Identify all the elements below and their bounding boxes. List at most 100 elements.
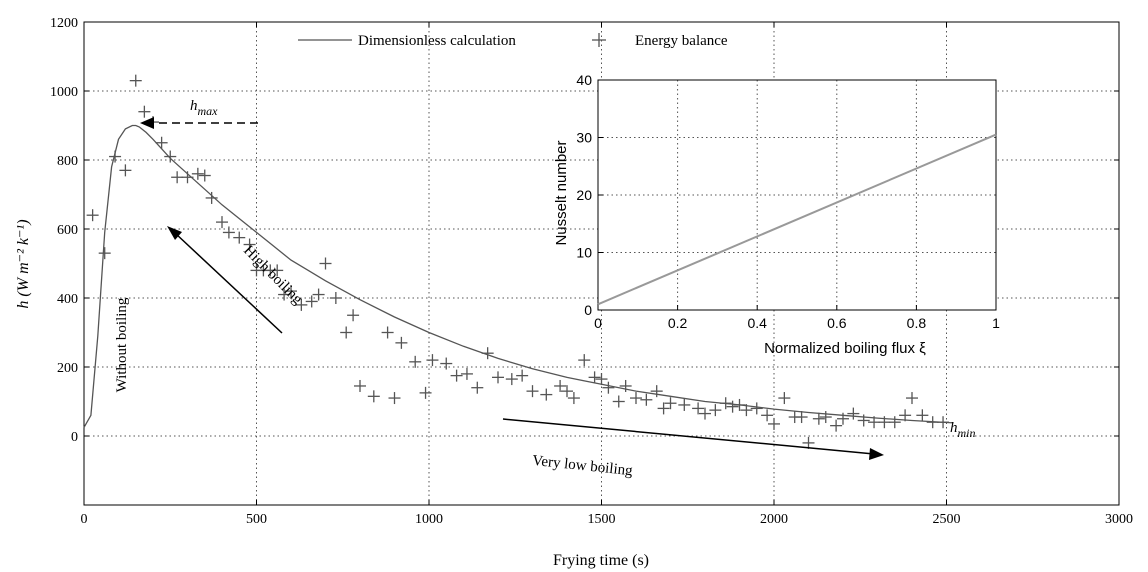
energy-balance-point xyxy=(119,164,132,177)
energy-balance-point xyxy=(409,355,422,368)
x-tick-label: 2000 xyxy=(760,512,788,527)
energy-balance-point xyxy=(612,395,625,408)
legend-label-energy: Energy balance xyxy=(635,33,728,49)
energy-balance-point xyxy=(526,385,539,398)
energy-balance-point xyxy=(906,392,918,405)
y-tick-label: 1000 xyxy=(50,85,78,100)
inset-x-axis-label: Normalized boiling flux ξ xyxy=(764,340,926,357)
inset-x-tick-label: 0.6 xyxy=(827,315,847,331)
energy-balance-point xyxy=(916,409,929,422)
energy-balance-point xyxy=(837,412,849,425)
energy-balance-point xyxy=(888,416,901,429)
energy-balance-point xyxy=(138,105,151,118)
energy-balance-point xyxy=(419,386,432,399)
inset-line-layer xyxy=(597,133,997,306)
energy-balance-point xyxy=(699,407,711,420)
hmax-label: hmax xyxy=(190,98,218,118)
energy-balance-point xyxy=(155,136,168,149)
energy-balance-point xyxy=(181,171,194,184)
energy-balance-point xyxy=(450,369,463,382)
y-tick-label: 200 xyxy=(57,361,78,376)
energy-balance-point xyxy=(926,416,939,429)
energy-balance-point xyxy=(388,392,401,405)
energy-balance-point xyxy=(278,288,291,301)
energy-balance-point xyxy=(340,326,353,339)
inset-y-tick-label: 40 xyxy=(576,72,592,88)
very-low-boiling-label: Very low boiling xyxy=(531,453,633,480)
energy-balance-point xyxy=(726,400,739,413)
energy-balance-point xyxy=(460,367,473,380)
energy-balance-point xyxy=(857,414,870,427)
x-tick-label: 1000 xyxy=(415,512,443,527)
high-boiling-arrow xyxy=(174,232,283,334)
energy-balance-point xyxy=(285,285,297,298)
energy-balance-point xyxy=(426,354,439,367)
energy-balance-point xyxy=(481,347,494,360)
y-tick-label: 1200 xyxy=(50,16,78,31)
legend: Dimensionless calculation Energy balance xyxy=(298,33,728,49)
hmin-h: h xyxy=(950,420,958,436)
hmin-sub: min xyxy=(958,426,976,440)
energy-balance-point xyxy=(619,379,632,392)
energy-balance-point xyxy=(216,216,228,229)
energy-balance-point xyxy=(795,411,808,424)
energy-balance-point xyxy=(329,292,342,304)
y-axis-label: h (W m⁻² k⁻¹) xyxy=(15,219,32,308)
energy-balance-point xyxy=(602,381,615,394)
energy-balance-point xyxy=(164,150,177,163)
y-tick-label: 0 xyxy=(71,430,78,445)
x-tick-label: 0 xyxy=(81,512,88,527)
energy-balance-point xyxy=(868,416,881,429)
high-boiling-arrowhead xyxy=(167,226,182,240)
energy-balance-point xyxy=(588,371,601,384)
energy-balance-point xyxy=(171,171,184,184)
x-tick-label: 2500 xyxy=(933,512,961,527)
energy-balance-point xyxy=(109,150,122,163)
energy-balance-point xyxy=(664,397,677,410)
energy-balance-point xyxy=(505,373,518,386)
inset-grid xyxy=(598,80,996,310)
energy-balance-point xyxy=(540,388,553,401)
inset-x-tick-label: 0.8 xyxy=(907,315,927,331)
x-tick-label: 3000 xyxy=(1105,512,1133,527)
x-axis-label: Frying time (s) xyxy=(553,552,649,569)
energy-balance-point xyxy=(492,371,504,384)
energy-balance-point xyxy=(381,326,394,339)
energy-balance-point xyxy=(878,416,891,429)
energy-balance-point xyxy=(295,298,308,311)
energy-balance-point xyxy=(937,416,950,429)
energy-balance-point xyxy=(554,379,567,392)
energy-balance-point xyxy=(395,336,408,349)
hmin-label: hmin xyxy=(950,420,976,440)
inset-x-tick-label: 0 xyxy=(594,315,602,331)
energy-balance-point xyxy=(243,238,256,251)
legend-label-dimensionless: Dimensionless calculation xyxy=(358,33,516,49)
energy-balance-point xyxy=(98,247,111,260)
energy-balance-point xyxy=(347,309,360,322)
energy-balance-point xyxy=(761,409,774,422)
energy-balance-point xyxy=(86,209,99,222)
energy-balance-point xyxy=(578,354,591,367)
energy-balance-point xyxy=(222,226,235,239)
hmax-h: h xyxy=(190,98,198,114)
energy-balance-point xyxy=(516,369,529,382)
energy-balance-point xyxy=(205,191,218,204)
energy-balance-point xyxy=(354,379,366,392)
energy-balance-point xyxy=(567,392,580,405)
energy-balance-point xyxy=(812,412,825,425)
energy-balance-point xyxy=(440,357,453,370)
energy-balance-point xyxy=(233,231,246,244)
energy-balance-point xyxy=(305,295,318,308)
energy-balance-point xyxy=(899,409,912,422)
energy-balance-point xyxy=(650,385,663,398)
energy-balance-point xyxy=(319,257,332,270)
energy-balance-point xyxy=(819,411,832,424)
without-boiling-label: Without boiling xyxy=(114,297,130,392)
energy-balance-point xyxy=(802,436,815,449)
x-tick-label: 500 xyxy=(246,512,267,527)
energy-balance-point xyxy=(733,398,746,411)
energy-balance-point xyxy=(740,404,753,417)
energy-balance-point xyxy=(830,419,843,432)
energy-balance-point xyxy=(640,393,653,406)
